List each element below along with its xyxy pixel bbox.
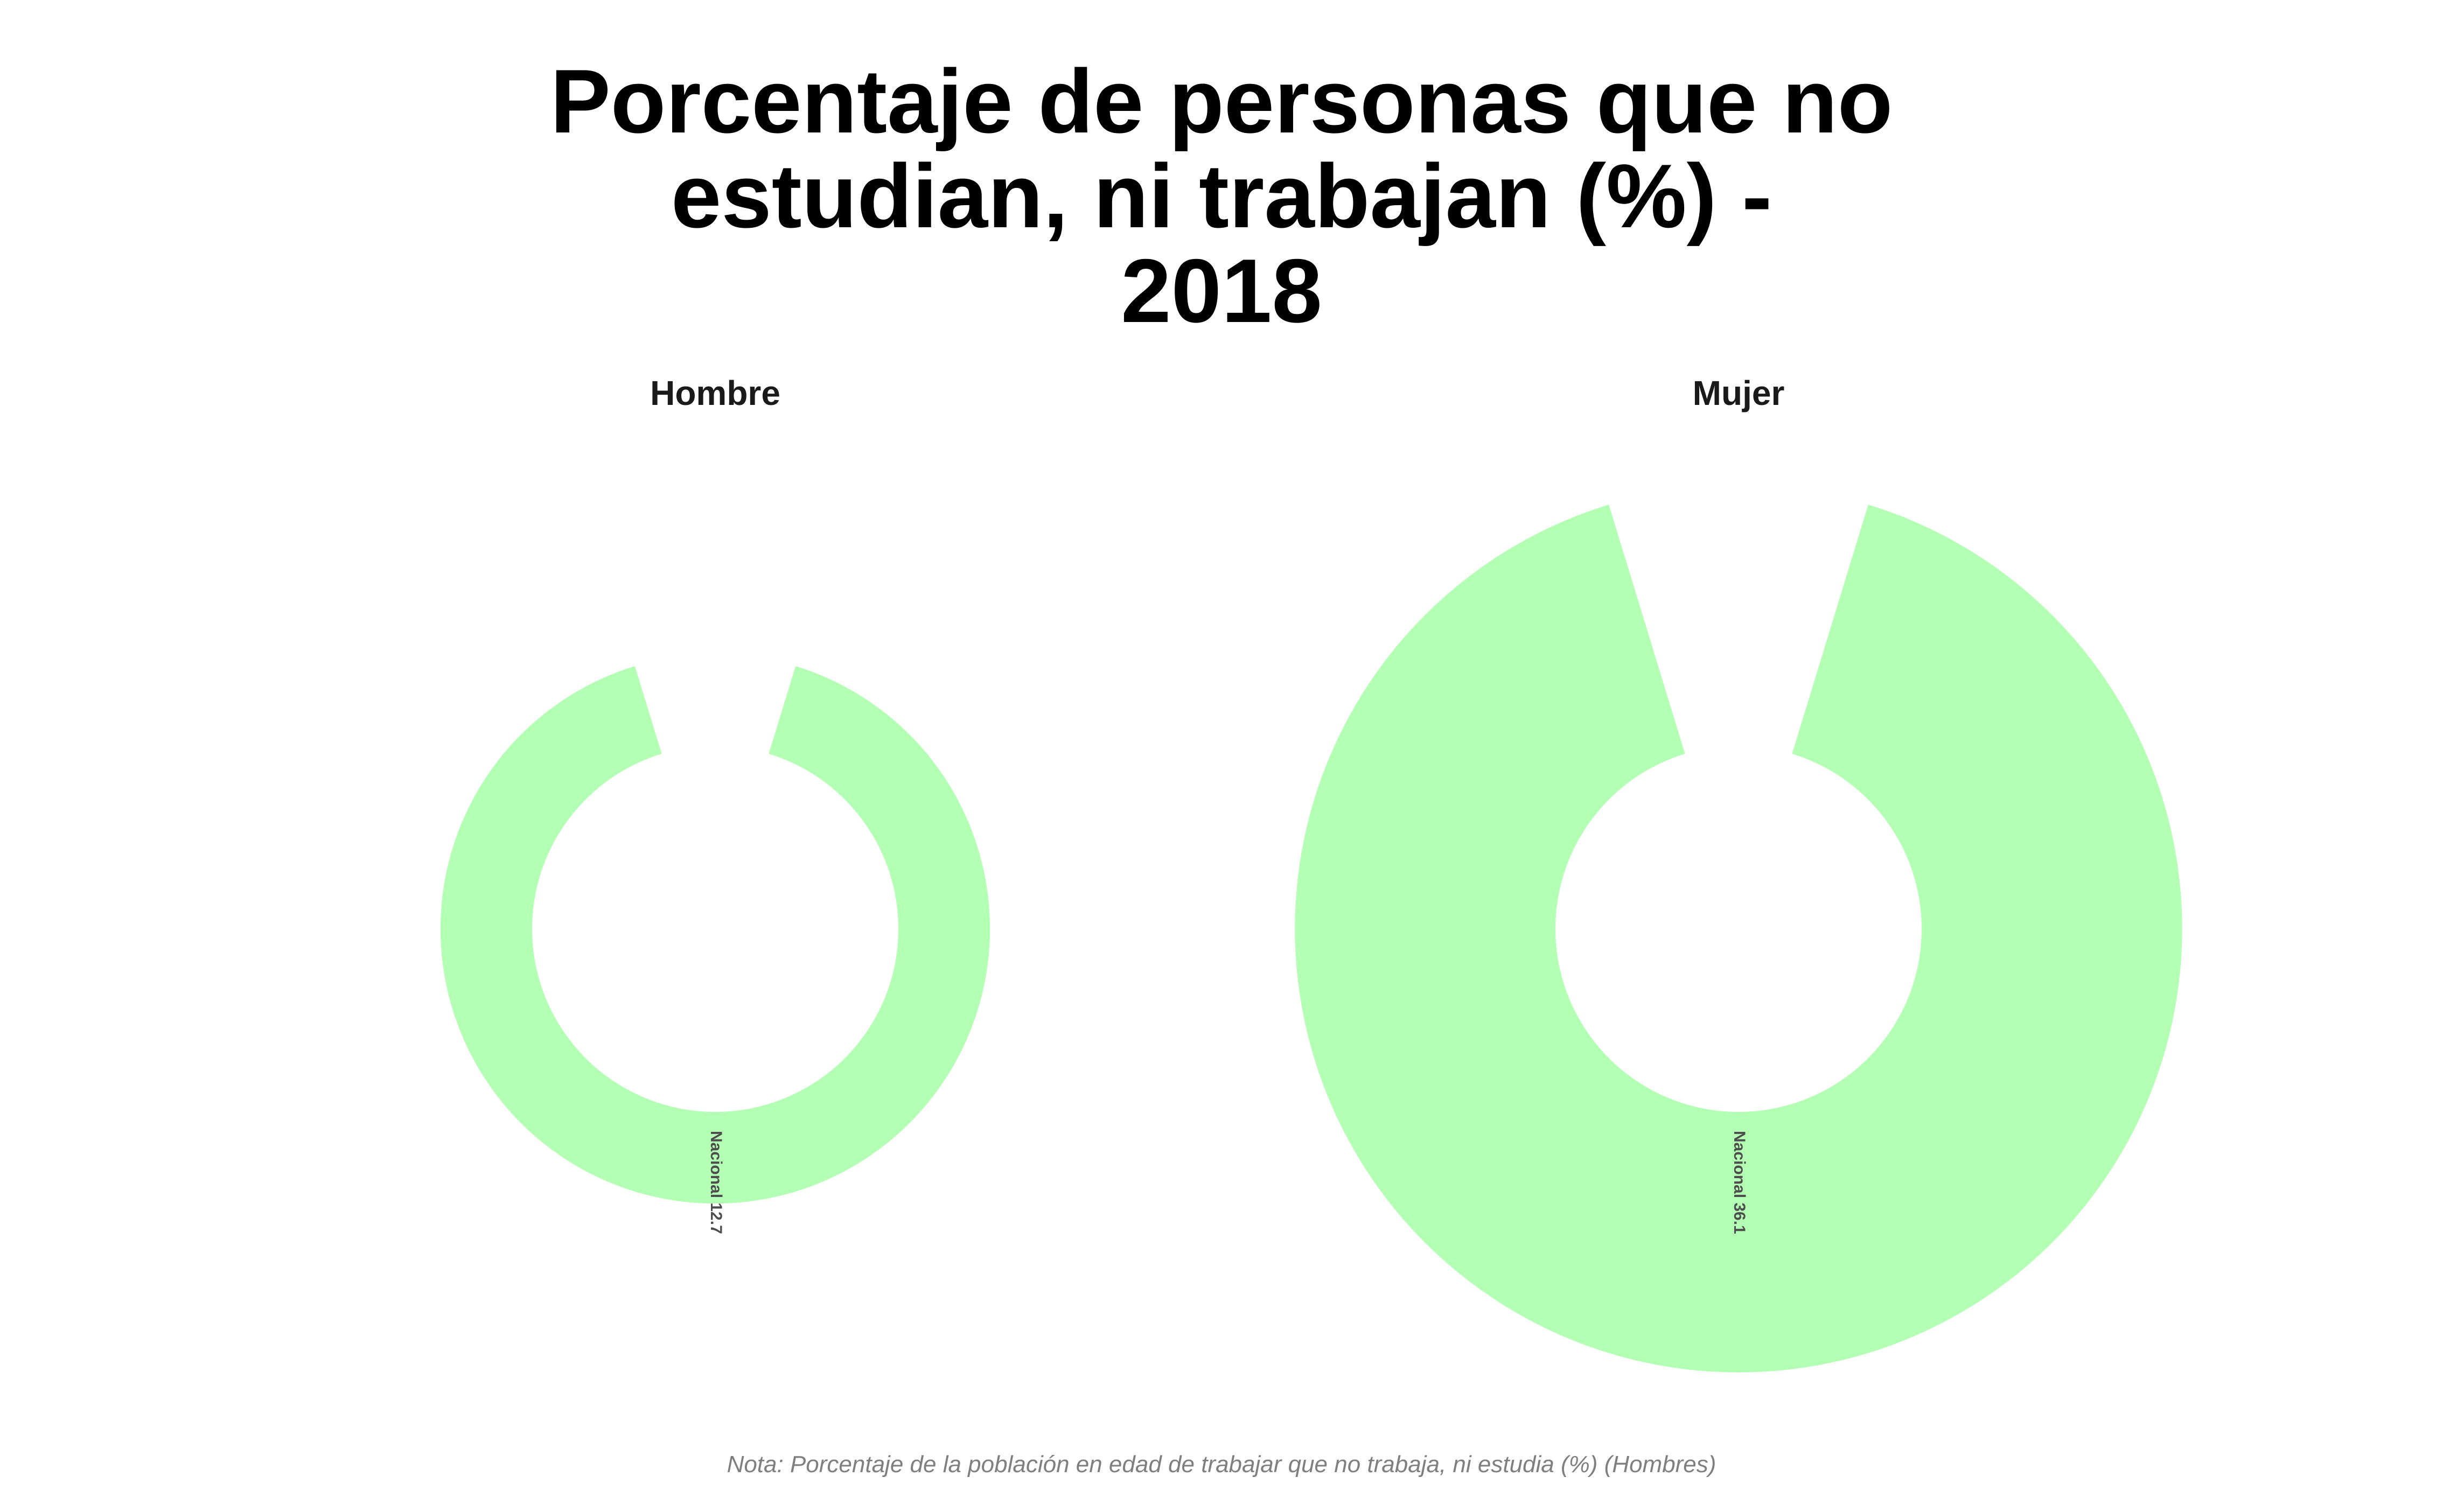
donut-arc-mujer <box>1295 505 2182 1373</box>
facet-title-mujer: Mujer <box>1693 374 1785 412</box>
chart-note: Nota: Porcentaje de la población en edad… <box>727 1451 1716 1478</box>
facet-label-mujer: Nacional 36.1 <box>1730 1131 1748 1234</box>
facet-label-hombre: Nacional 12.7 <box>707 1131 725 1234</box>
facet-title-hombre: Hombre <box>650 374 780 412</box>
chart-title: Porcentaje de personas que no estudian, … <box>550 51 1893 341</box>
facet-hombre: Hombre Nacional 12.7 <box>440 374 990 1234</box>
donut-arc-hombre <box>440 666 990 1204</box>
facet-mujer: Mujer Nacional 36.1 <box>1295 374 2182 1373</box>
